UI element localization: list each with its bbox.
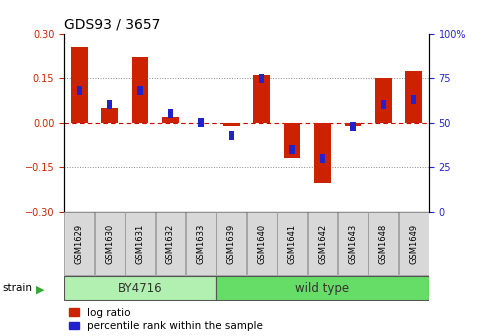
- Bar: [314, 123, 331, 183]
- Text: GSM1630: GSM1630: [105, 223, 114, 264]
- Text: GSM1632: GSM1632: [166, 223, 175, 264]
- FancyBboxPatch shape: [216, 212, 246, 275]
- FancyBboxPatch shape: [399, 212, 428, 275]
- Bar: [320, 154, 325, 163]
- Bar: [405, 71, 422, 123]
- Text: GSM1633: GSM1633: [196, 223, 206, 264]
- Bar: [132, 57, 148, 123]
- Text: GSM1649: GSM1649: [409, 223, 418, 264]
- Bar: [253, 75, 270, 123]
- Bar: [375, 78, 391, 123]
- Bar: [198, 118, 204, 127]
- Bar: [259, 74, 264, 83]
- Bar: [411, 95, 417, 104]
- FancyBboxPatch shape: [368, 212, 398, 275]
- Bar: [107, 100, 112, 109]
- Text: GSM1641: GSM1641: [287, 223, 297, 264]
- Bar: [168, 109, 173, 118]
- FancyBboxPatch shape: [216, 276, 428, 300]
- Text: BY4716: BY4716: [118, 282, 162, 295]
- Bar: [223, 123, 240, 126]
- Bar: [289, 145, 295, 154]
- Bar: [345, 123, 361, 126]
- FancyBboxPatch shape: [125, 212, 155, 275]
- Text: GSM1639: GSM1639: [227, 223, 236, 264]
- FancyBboxPatch shape: [65, 276, 216, 300]
- FancyBboxPatch shape: [95, 212, 125, 275]
- Bar: [76, 86, 82, 95]
- FancyBboxPatch shape: [186, 212, 216, 275]
- FancyBboxPatch shape: [277, 212, 307, 275]
- Text: GSM1642: GSM1642: [318, 223, 327, 264]
- FancyBboxPatch shape: [338, 212, 368, 275]
- Text: GSM1631: GSM1631: [136, 223, 144, 264]
- Text: strain: strain: [2, 283, 33, 293]
- Bar: [71, 47, 88, 123]
- Bar: [102, 108, 118, 123]
- Text: GSM1640: GSM1640: [257, 223, 266, 264]
- FancyBboxPatch shape: [308, 212, 337, 275]
- Text: wild type: wild type: [295, 282, 350, 295]
- FancyBboxPatch shape: [156, 212, 185, 275]
- Text: GDS93 / 3657: GDS93 / 3657: [64, 17, 160, 31]
- Bar: [381, 100, 386, 109]
- Text: ▶: ▶: [36, 285, 44, 295]
- Bar: [284, 123, 300, 158]
- Bar: [138, 86, 143, 95]
- Text: GSM1629: GSM1629: [75, 223, 84, 264]
- Legend: log ratio, percentile rank within the sample: log ratio, percentile rank within the sa…: [70, 308, 263, 331]
- Bar: [162, 117, 179, 123]
- FancyBboxPatch shape: [247, 212, 277, 275]
- Text: GSM1643: GSM1643: [349, 223, 357, 264]
- FancyBboxPatch shape: [65, 212, 94, 275]
- Text: GSM1648: GSM1648: [379, 223, 388, 264]
- Bar: [229, 131, 234, 139]
- Bar: [350, 122, 355, 131]
